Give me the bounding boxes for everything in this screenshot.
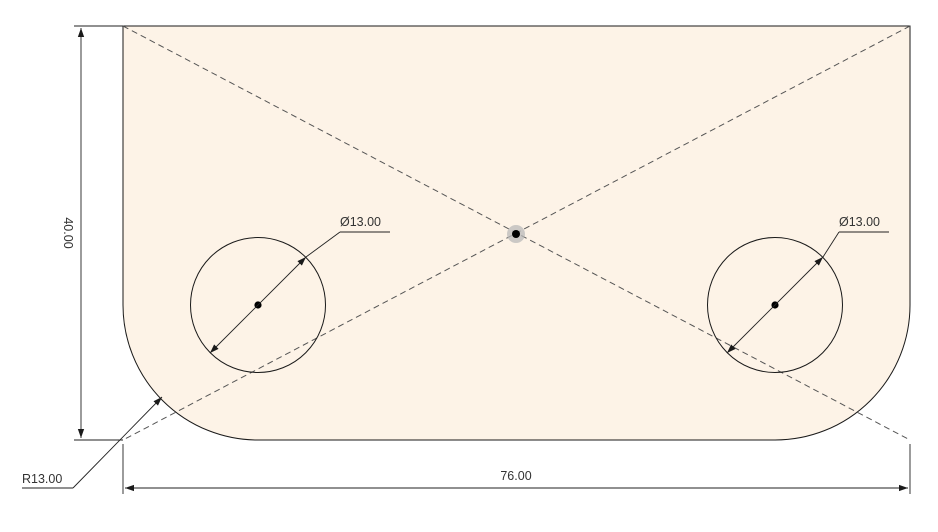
right-hole-diameter-dimension[interactable]: Ø13.00 — [726, 215, 889, 354]
radius-dimension[interactable]: R13.00 — [22, 396, 163, 489]
width-dimension[interactable]: 76.00 — [122, 444, 911, 494]
radius-dimension-label[interactable]: R13.00 — [22, 472, 62, 486]
height-dimension-label[interactable]: 40.00 — [61, 217, 75, 248]
height-dimension[interactable]: 40.00 — [61, 25, 123, 441]
right-hole-circle[interactable] — [707, 237, 843, 373]
left-hole-diameter-dimension[interactable]: Ø13.00 — [209, 215, 390, 354]
right-hole-diameter-label[interactable]: Ø13.00 — [839, 215, 880, 229]
left-hole-circle[interactable] — [190, 237, 326, 373]
center-point[interactable] — [512, 230, 520, 238]
left-hole-diameter-label[interactable]: Ø13.00 — [340, 215, 381, 229]
width-dimension-label[interactable]: 76.00 — [500, 469, 531, 483]
